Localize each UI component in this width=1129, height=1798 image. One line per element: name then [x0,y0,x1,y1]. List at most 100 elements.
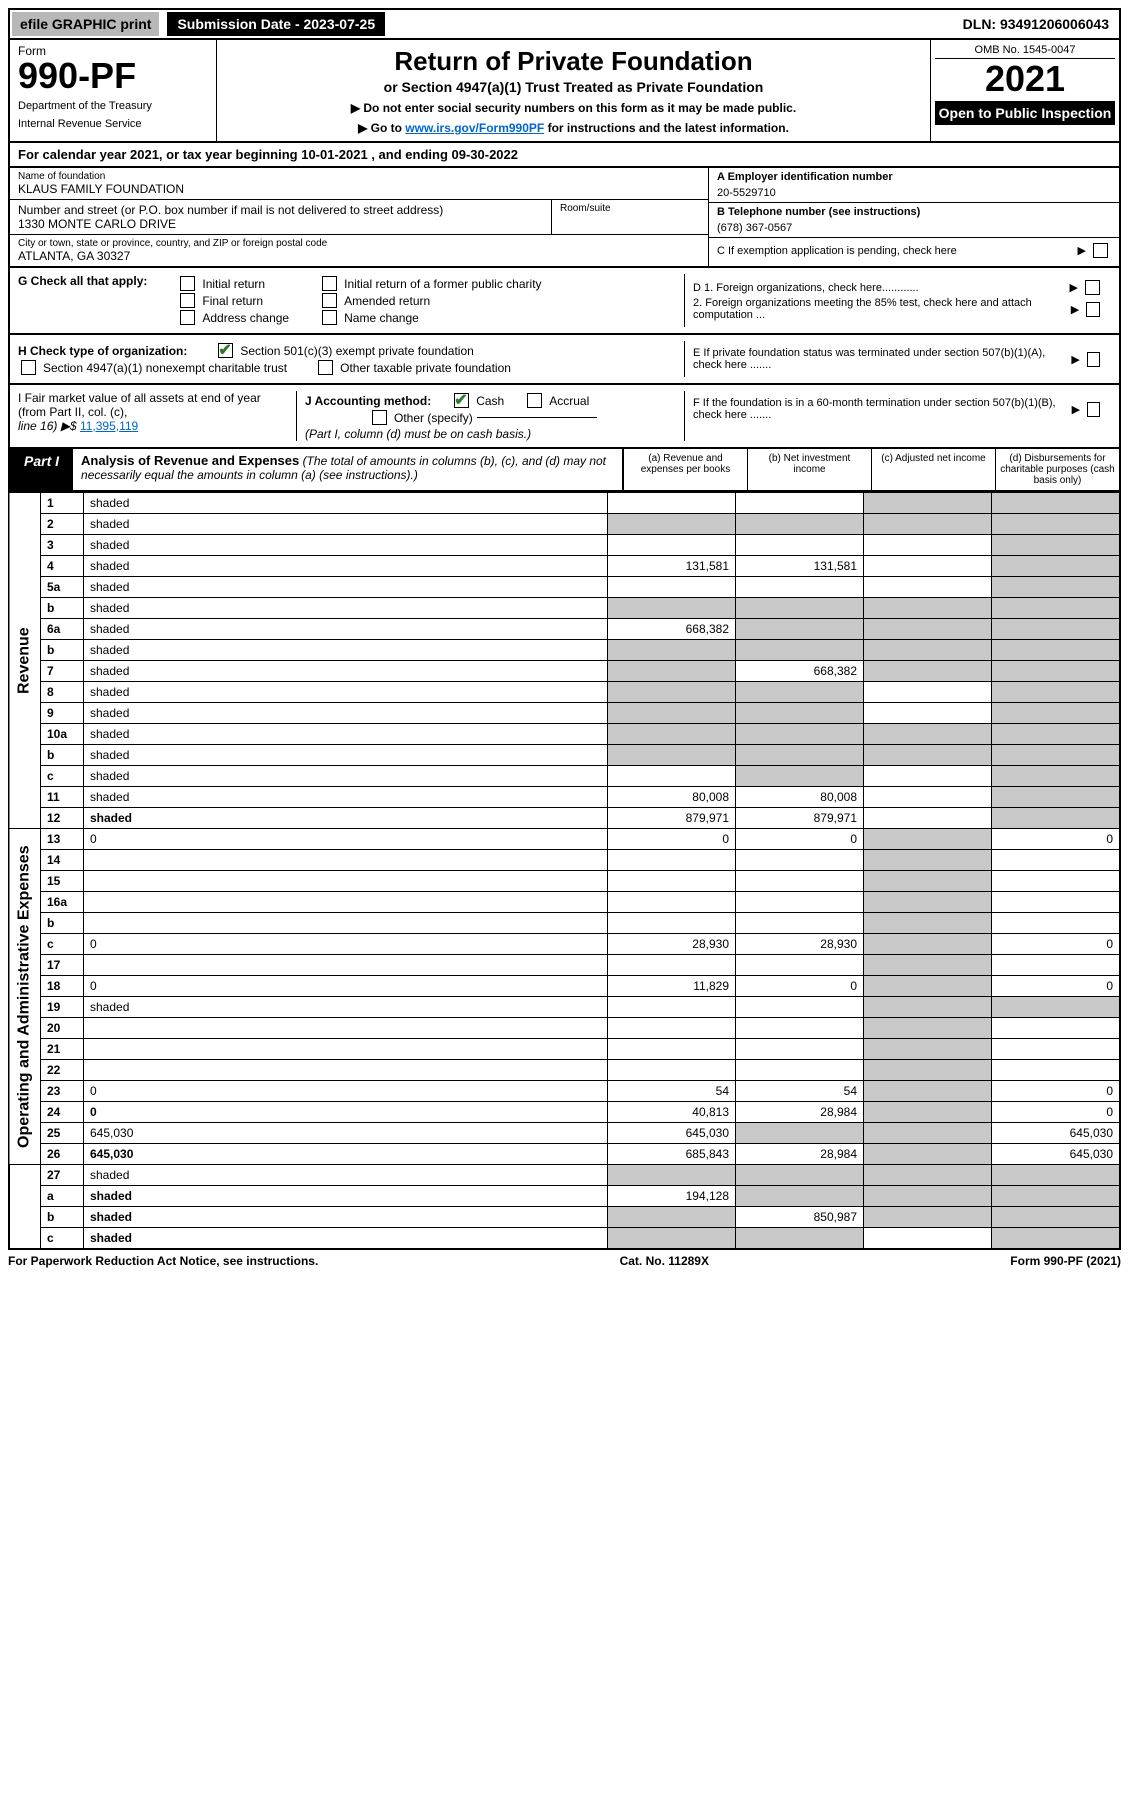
cash-label: Cash [476,394,504,408]
table-row: 15 [9,871,1120,892]
amount-cell [992,703,1121,724]
city-cell: City or town, state or province, country… [10,235,708,266]
amount-cell: 0 [992,976,1121,997]
amount-cell [608,892,736,913]
amount-cell [864,1060,992,1081]
amount-cell [992,1186,1121,1207]
line-description [84,871,608,892]
c-checkbox[interactable] [1093,243,1108,258]
cash-checkbox[interactable] [454,393,469,408]
amount-cell: 850,987 [736,1207,864,1228]
initial-return-checkbox[interactable] [180,276,195,291]
s4947-checkbox[interactable] [21,360,36,375]
amended-checkbox[interactable] [322,293,337,308]
amount-cell [736,1039,864,1060]
s501-checkbox[interactable] [218,343,233,358]
amount-cell [992,1228,1121,1250]
header-left: Form 990-PF Department of the Treasury I… [10,40,217,141]
f-checkbox[interactable] [1087,402,1100,417]
amount-cell [864,1165,992,1186]
form-header: Form 990-PF Department of the Treasury I… [8,40,1121,143]
table-row: 5ashaded [9,577,1120,598]
amount-cell [608,745,736,766]
amount-cell [608,997,736,1018]
amount-cell [608,535,736,556]
side-spacer [9,1165,41,1250]
table-row: 21 [9,1039,1120,1060]
amount-cell [864,577,992,598]
ein-cell: A Employer identification number 20-5529… [709,168,1119,203]
line-description: shaded [84,703,608,724]
amount-cell [864,934,992,955]
amount-cell [992,892,1121,913]
tel-label: B Telephone number (see instructions) [717,206,920,218]
amount-cell: 28,984 [736,1102,864,1123]
g-label: G Check all that apply: [18,274,147,288]
part-title: Analysis of Revenue and Expenses [81,453,299,468]
amount-cell [992,1207,1121,1228]
line-number: 24 [41,1102,84,1123]
amount-cell: 28,930 [608,934,736,955]
amount-cell [608,1228,736,1250]
amount-cell: 668,382 [608,619,736,640]
amount-cell [864,640,992,661]
amount-cell: 28,930 [736,934,864,955]
final-return-checkbox[interactable] [180,293,195,308]
amount-cell [864,1018,992,1039]
amount-cell [736,703,864,724]
table-row: 25645,030645,030645,030 [9,1123,1120,1144]
amount-cell [608,640,736,661]
h-label: H Check type of organization: [18,344,187,358]
line-description: shaded [84,724,608,745]
line-description: shaded [84,766,608,787]
info-right: A Employer identification number 20-5529… [709,168,1119,266]
line-description: shaded [84,787,608,808]
line-description [84,1060,608,1081]
line-number: 22 [41,1060,84,1081]
e-checkbox[interactable] [1087,352,1100,367]
foundation-name-cell: Name of foundation KLAUS FAMILY FOUNDATI… [10,168,708,200]
i-note: (Part I, column (d) must be on cash basi… [305,427,531,441]
table-row: 19shaded [9,997,1120,1018]
accrual-checkbox[interactable] [527,393,542,408]
amount-cell: 645,030 [992,1144,1121,1165]
amount-cell [736,1060,864,1081]
amount-cell [736,514,864,535]
d2-checkbox[interactable] [1086,302,1100,317]
name-change-checkbox[interactable] [322,310,337,325]
table-row: bshaded850,987 [9,1207,1120,1228]
amount-cell [736,598,864,619]
amount-cell [736,1165,864,1186]
line-description: shaded [84,1207,608,1228]
other-method-checkbox[interactable] [372,410,387,425]
amount-cell: 879,971 [608,808,736,829]
s4947: Section 4947(a)(1) nonexempt charitable … [43,361,287,375]
g-left: G Check all that apply: Initial return F… [18,274,684,327]
instruction-1: ▶ Do not enter social security numbers o… [227,101,920,115]
line-number: 9 [41,703,84,724]
amount-cell [992,661,1121,682]
part-label: Part I [10,449,73,490]
address: 1330 MONTE CARLO DRIVE [18,217,543,231]
other-tax-checkbox[interactable] [318,360,333,375]
line-description: 645,030 [84,1123,608,1144]
amount-cell [736,913,864,934]
amount-cell [992,1018,1121,1039]
amount-cell [992,808,1121,829]
other-specify: Other (specify) [394,411,473,425]
amount-cell [992,535,1121,556]
section-h: H Check type of organization: Section 50… [8,335,1121,385]
line-description [84,850,608,871]
line-number: 4 [41,556,84,577]
form-link[interactable]: www.irs.gov/Form990PF [405,121,544,135]
amount-cell [864,766,992,787]
address-change-checkbox[interactable] [180,310,195,325]
header-right: OMB No. 1545-0047 2021 Open to Public In… [930,40,1119,141]
s501: Section 501(c)(3) exempt private foundat… [240,344,473,358]
initial-former-checkbox[interactable] [322,276,337,291]
d1-checkbox[interactable] [1085,280,1100,295]
line-number: 5a [41,577,84,598]
amount-cell: 0 [608,829,736,850]
amount-cell [864,1186,992,1207]
amount-cell [864,913,992,934]
